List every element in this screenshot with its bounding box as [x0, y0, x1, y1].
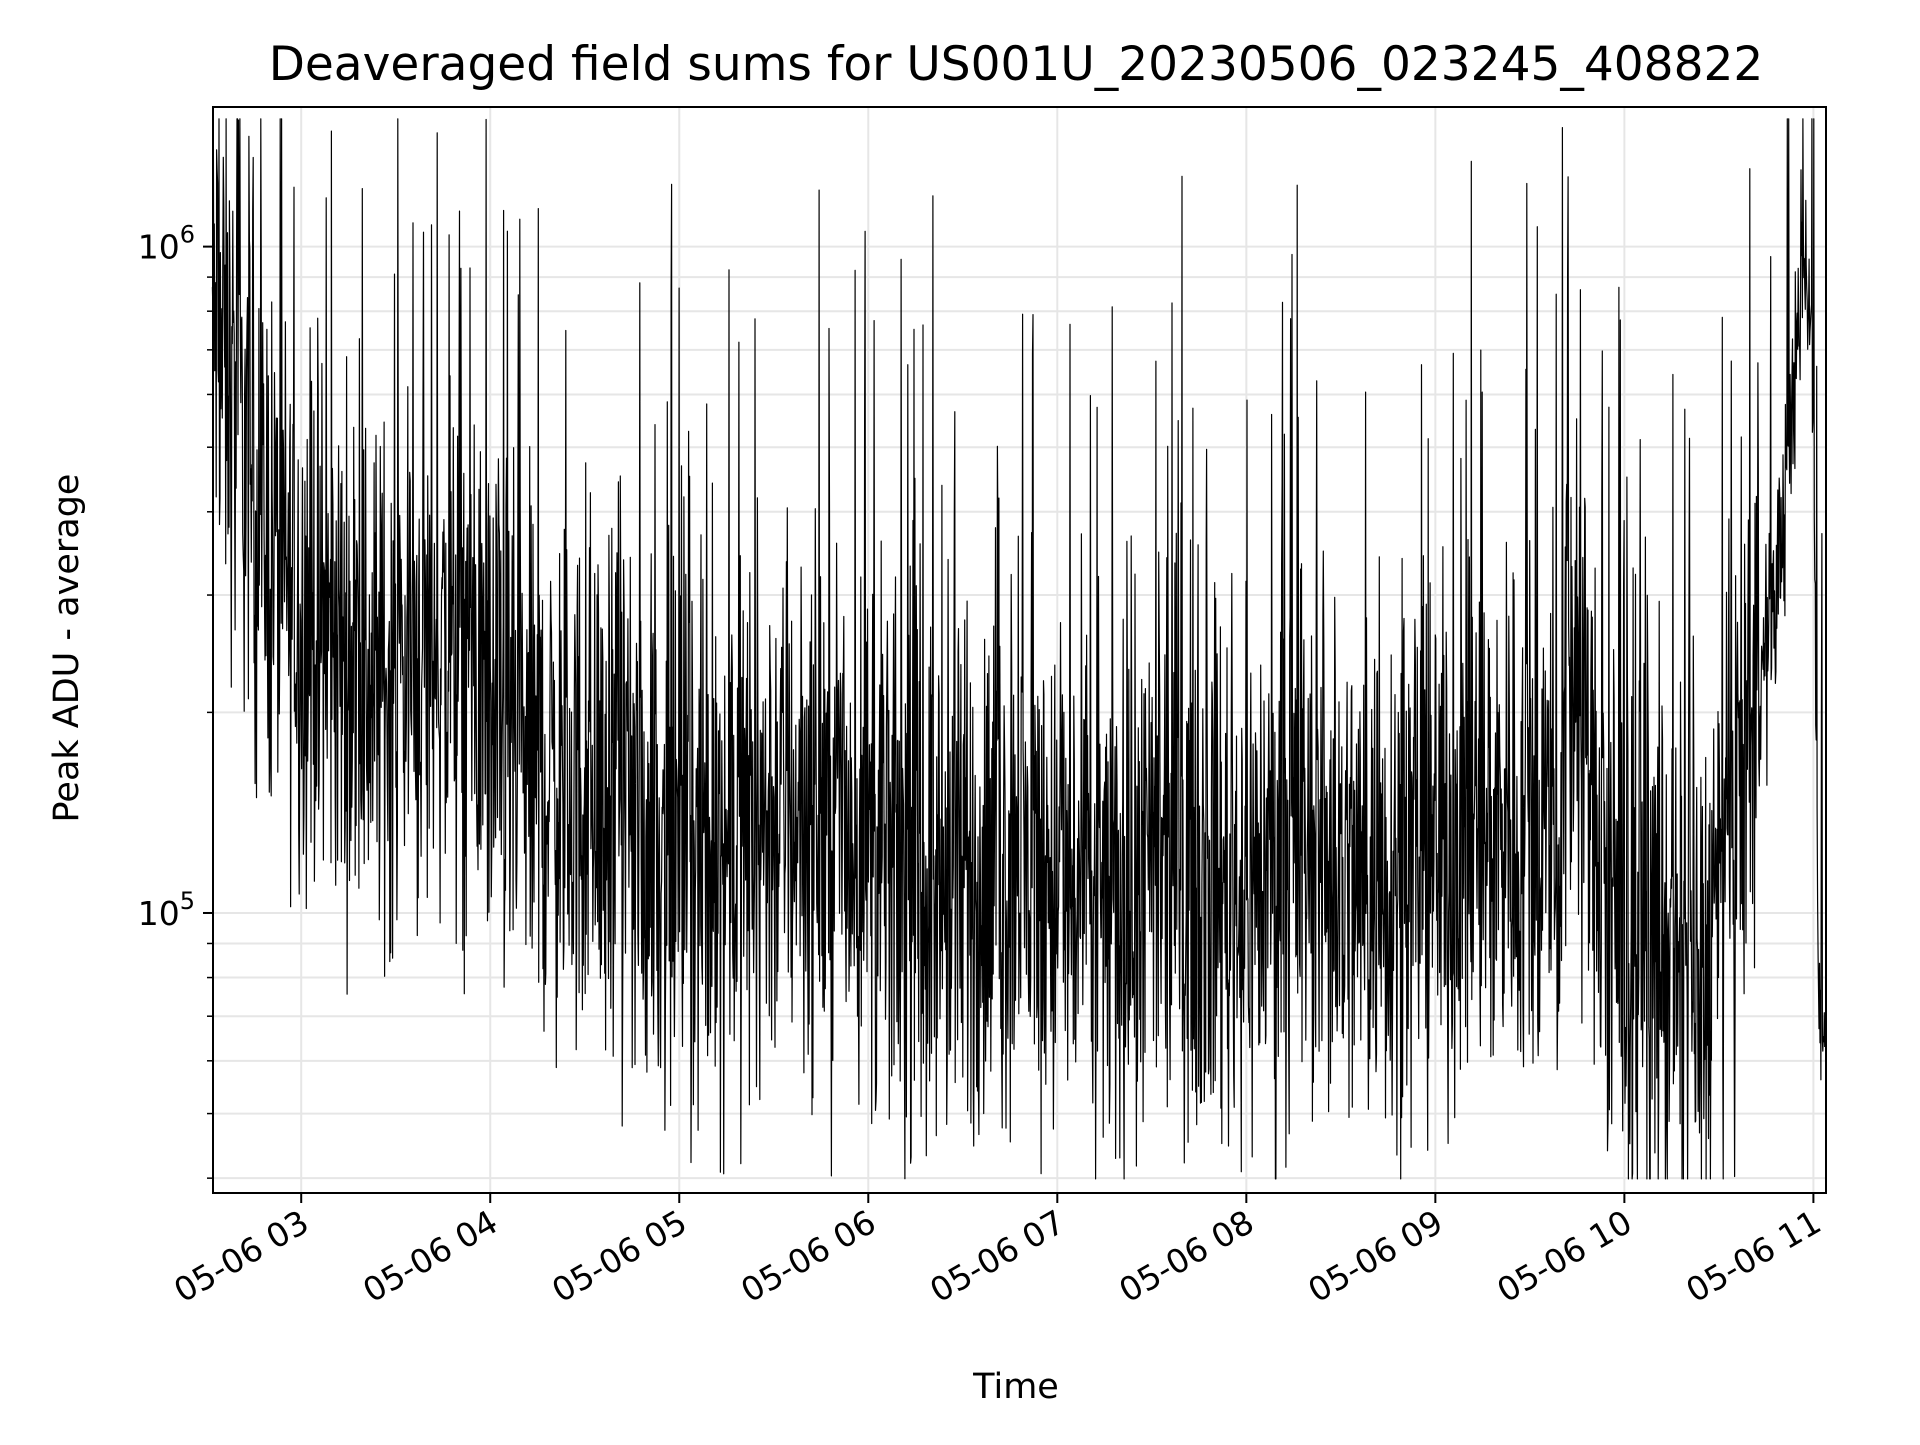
plot-frame [212, 106, 1827, 1194]
x-tick-label: 05-06 09 [1301, 1202, 1449, 1310]
y-tick-label: 105 [138, 887, 195, 933]
x-tick-label: 05-06 11 [1679, 1202, 1827, 1310]
y-tick-label: 106 [138, 221, 195, 267]
x-tick-label: 05-06 06 [734, 1202, 882, 1310]
y-tick-base: 10 [138, 894, 180, 933]
y-tick-exponent: 6 [180, 221, 195, 249]
x-tick-label: 05-06 03 [167, 1202, 315, 1310]
x-tick-label: 05-06 08 [1112, 1202, 1260, 1310]
y-tick-exponent: 5 [180, 887, 195, 915]
axes [203, 106, 1827, 1203]
y-tick-base: 10 [138, 228, 180, 267]
chart-title: Deaveraged field sums for US001U_2023050… [269, 37, 1764, 92]
x-tick-label: 05-06 07 [923, 1202, 1071, 1310]
series-line [211, 118, 1826, 1180]
data-series [211, 118, 1826, 1180]
x-tick-label: 05-06 10 [1490, 1202, 1638, 1310]
x-tick-label: 05-06 04 [356, 1202, 504, 1310]
x-axis-label: Time [972, 1367, 1059, 1407]
x-tick-label: 05-06 05 [545, 1202, 693, 1310]
y-axis-label: Peak ADU - average [47, 474, 87, 823]
